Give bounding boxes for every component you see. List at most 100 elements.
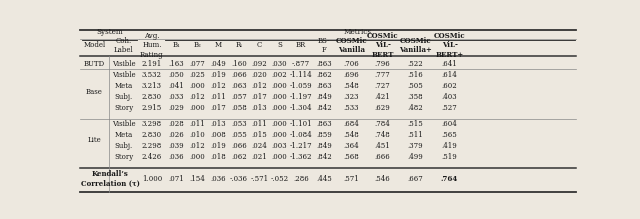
Text: B₂: B₂ (194, 41, 202, 49)
Text: C: C (257, 41, 262, 49)
Text: Story: Story (114, 104, 133, 112)
Text: .000: .000 (272, 120, 287, 128)
Text: .013: .013 (252, 104, 267, 112)
Text: .012: .012 (189, 141, 205, 150)
Text: .842: .842 (316, 104, 332, 112)
Text: .000: .000 (272, 104, 287, 112)
Text: .565: .565 (442, 131, 458, 139)
Text: 2.426: 2.426 (142, 153, 162, 161)
Text: Lite: Lite (88, 136, 101, 144)
Text: .000: .000 (189, 153, 205, 161)
Text: .002: .002 (272, 71, 287, 79)
Text: .849: .849 (316, 93, 332, 101)
Text: .010: .010 (189, 131, 205, 139)
Text: .706: .706 (344, 60, 359, 68)
Text: .066: .066 (231, 141, 246, 150)
Text: .000: .000 (189, 82, 205, 90)
Text: B₁: B₁ (172, 41, 180, 49)
Text: .516: .516 (408, 71, 423, 79)
Text: .055: .055 (231, 131, 246, 139)
Text: .030: .030 (272, 60, 287, 68)
Text: -1.304: -1.304 (290, 104, 312, 112)
Text: .011: .011 (189, 120, 205, 128)
Text: Subj.: Subj. (115, 141, 132, 150)
Text: Avg.
Hum.
Rating: Avg. Hum. Rating (140, 32, 164, 58)
Text: Model: Model (83, 41, 106, 49)
Text: .011: .011 (211, 93, 226, 101)
Text: .499: .499 (408, 153, 423, 161)
Text: .050: .050 (168, 71, 184, 79)
Text: .667: .667 (408, 175, 423, 183)
Text: .154: .154 (189, 175, 205, 183)
Text: .020: .020 (252, 71, 267, 79)
Text: .358: .358 (408, 93, 423, 101)
Text: .003: .003 (272, 141, 287, 150)
Text: .445: .445 (316, 175, 332, 183)
Text: Base: Base (86, 88, 103, 95)
Text: .764: .764 (441, 175, 458, 183)
Text: .863: .863 (316, 120, 332, 128)
Text: -1.217: -1.217 (290, 141, 312, 150)
Text: .012: .012 (252, 82, 267, 90)
Text: .012: .012 (189, 93, 205, 101)
Text: .522: .522 (408, 60, 423, 68)
Text: .058: .058 (231, 104, 246, 112)
Text: Visible: Visible (112, 120, 136, 128)
Text: .364: .364 (344, 141, 359, 150)
Text: COSMic
ViL-
BERT: COSMic ViL- BERT (367, 32, 398, 58)
Text: System: System (96, 28, 123, 36)
Text: Visible: Visible (112, 60, 136, 68)
Text: .071: .071 (168, 175, 184, 183)
Text: .533: .533 (344, 104, 359, 112)
Text: BS-
F: BS- F (318, 37, 330, 54)
Text: .008: .008 (211, 131, 226, 139)
Text: -1.059: -1.059 (290, 82, 312, 90)
Text: .519: .519 (442, 153, 458, 161)
Text: 3.532: 3.532 (142, 71, 162, 79)
Text: .049: .049 (211, 60, 226, 68)
Text: COSMic
Vanilla: COSMic Vanilla (335, 37, 367, 54)
Text: .862: .862 (316, 71, 332, 79)
Text: 1.000: 1.000 (142, 175, 162, 183)
Text: .017: .017 (211, 104, 226, 112)
Text: Rₗ: Rₗ (236, 41, 242, 49)
Text: .511: .511 (408, 131, 423, 139)
Text: .482: .482 (408, 104, 423, 112)
Text: Meta: Meta (115, 82, 132, 90)
Text: .571: .571 (344, 175, 359, 183)
Text: -1.197: -1.197 (290, 93, 312, 101)
Text: .568: .568 (344, 153, 359, 161)
Text: .057: .057 (231, 93, 246, 101)
Text: 2.830: 2.830 (142, 131, 162, 139)
Text: -1.114: -1.114 (290, 71, 312, 79)
Text: .641: .641 (442, 60, 458, 68)
Text: .379: .379 (408, 141, 423, 150)
Text: .323: .323 (344, 93, 359, 101)
Text: Coh.
Label: Coh. Label (114, 37, 134, 54)
Text: .727: .727 (374, 82, 390, 90)
Text: .666: .666 (374, 153, 390, 161)
Text: .604: .604 (442, 120, 458, 128)
Text: .011: .011 (252, 120, 267, 128)
Text: .629: .629 (374, 104, 390, 112)
Text: .092: .092 (252, 60, 267, 68)
Text: .863: .863 (316, 82, 332, 90)
Text: .019: .019 (211, 141, 226, 150)
Text: .849: .849 (316, 141, 332, 150)
Text: .286: .286 (293, 175, 309, 183)
Text: 2.915: 2.915 (142, 104, 162, 112)
Text: .026: .026 (168, 131, 184, 139)
Text: -.571: -.571 (250, 175, 268, 183)
Text: -1.362: -1.362 (290, 153, 312, 161)
Text: .163: .163 (168, 60, 184, 68)
Text: -1.101: -1.101 (290, 120, 312, 128)
Text: .748: .748 (374, 131, 390, 139)
Text: .036: .036 (168, 153, 184, 161)
Text: .053: .053 (231, 120, 246, 128)
Text: .012: .012 (211, 82, 226, 90)
Text: .039: .039 (168, 141, 184, 150)
Text: .696: .696 (344, 71, 359, 79)
Text: Metrics: Metrics (343, 28, 371, 36)
Text: -.052: -.052 (271, 175, 289, 183)
Text: .077: .077 (189, 60, 205, 68)
